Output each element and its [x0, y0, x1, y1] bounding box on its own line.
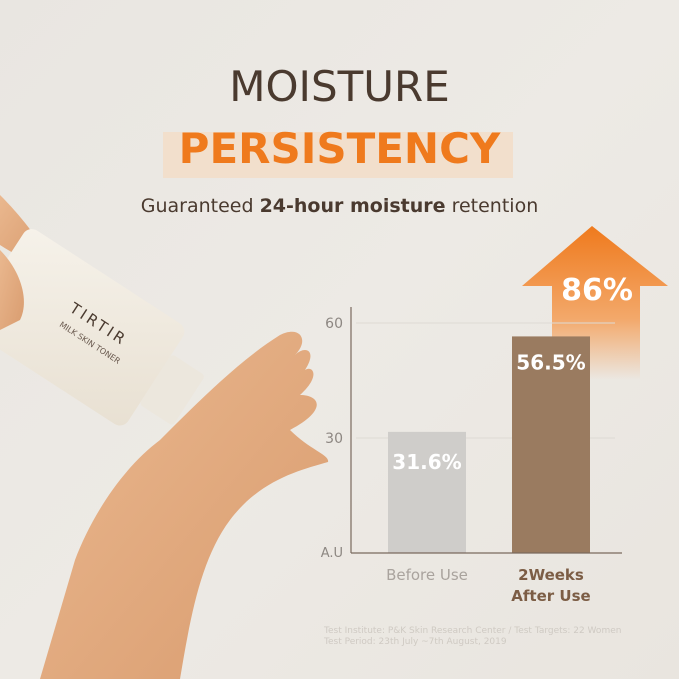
- bar-before: [388, 431, 466, 553]
- footnote: Test Institute: P&K Skin Research Center…: [324, 626, 621, 648]
- bottle-neck: [140, 355, 204, 425]
- x-label-after: 2Weeks After Use: [511, 566, 590, 605]
- toner-bottle: [0, 229, 185, 426]
- y-tick-label: 60: [325, 316, 343, 332]
- increase-label: 86%: [561, 273, 633, 308]
- footnote-line1: Test Institute: P&K Skin Research Center…: [324, 626, 622, 636]
- hand: [40, 331, 329, 679]
- bar-value-label: 56.5%: [516, 350, 585, 374]
- headline-highlight: [163, 132, 513, 178]
- headline-line2: PERSISTENCY: [178, 124, 501, 173]
- y-axis-label: A.U: [321, 546, 343, 561]
- footnote-line2: Test Period: 23th July ~7th August, 2019: [324, 637, 507, 647]
- bar-value-label: 31.6%: [392, 450, 461, 474]
- subtitle: Guaranteed 24-hour moisture retention: [0, 195, 679, 217]
- x-label-before: Before Use: [386, 566, 468, 584]
- subtitle-pre: Guaranteed: [140, 195, 260, 217]
- y-tick-label: 30: [325, 431, 343, 447]
- subtitle-post: retention: [445, 195, 539, 217]
- headline-line1: MOISTURE: [229, 62, 450, 111]
- subtitle-bold: 24-hour moisture: [259, 195, 446, 217]
- bar-after: [512, 336, 590, 553]
